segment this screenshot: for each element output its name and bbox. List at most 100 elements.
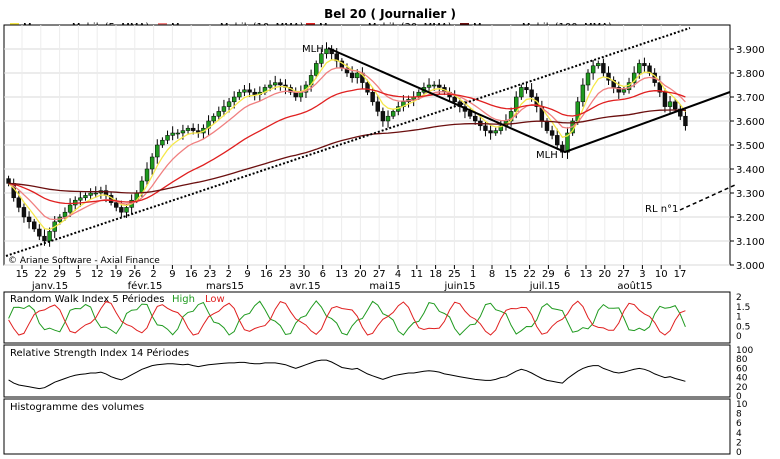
candle-body [314,63,319,76]
candle-body [6,178,11,184]
candle-body [585,72,591,86]
candle-body [431,84,437,87]
volume-tick-label: 0 [736,448,742,455]
month-label: juin15 [444,281,476,292]
candle-body [642,63,647,67]
rwi-tick-label: 1.5 [736,303,750,313]
volume-tick-label: 2 [736,438,742,448]
mlh-channel-line [327,47,731,154]
date-tick-label: 2 [150,269,156,280]
rsi-tick-label: 80 [736,355,748,365]
date-tick-label: 20 [354,269,367,280]
candle-body [21,207,27,218]
candle-body [544,120,550,131]
candle-body [221,106,227,112]
price-axis: 3.900 3.800 3.700 3.600 3.500 3.400 3.300 3.200… [730,45,765,272]
candle-body [273,82,278,86]
candle-body [678,108,683,117]
volume-panel [3,398,731,455]
candle-body [211,115,216,122]
price-tick-label: 3.100 [736,237,765,248]
candle-body [683,115,688,127]
candle-body [390,111,396,117]
rwi-low-label: Low [205,294,225,305]
date-tick-label: 16 [185,269,198,280]
candle-body [365,82,370,93]
candle-body [580,84,586,103]
candle-body [155,144,160,158]
candle-body [16,197,22,208]
date-tick-label: 9 [244,269,250,280]
candle-body [498,125,504,131]
candle-body [114,202,119,208]
candle-body [355,72,360,79]
date-tick-label: 6 [564,269,570,280]
date-tick-label: 15 [16,269,29,280]
candle-body [667,101,673,107]
candle-body [319,53,324,64]
ma-30-line [8,88,686,205]
candle-body [278,82,283,86]
month-label: mai15 [369,281,400,292]
candle-body [88,192,93,196]
candle-body [185,127,191,131]
ma-5-line [8,59,686,231]
candle-body [385,115,391,122]
candle-body [380,111,386,122]
price-tick-label: 3.600 [736,117,765,128]
candle-body [226,101,232,107]
candle-body [375,101,380,112]
candle-body [83,195,88,199]
candle-body [62,211,68,218]
rwi-tick-label: 2 [736,293,742,303]
rwi-axis: 21.510.50 [736,293,750,342]
candle-body [334,53,339,62]
candle-body [190,127,196,131]
annotation-label: MLH [302,44,324,55]
rsi-tick-label: 0 [736,392,742,402]
dotted-trend-line [5,27,691,257]
date-tick-label: 29 [542,269,555,280]
date-tick-label: 20 [598,269,611,280]
candle-body [242,89,247,93]
date-tick-label: 15 [504,269,517,280]
month-label: mars15 [206,281,244,292]
rsi-tick-label: 100 [736,346,753,356]
date-tick-label: 10 [655,269,668,280]
volume-title: Histogramme des volumes [10,402,144,413]
rwi-high-line [8,300,686,336]
date-tick-label: 19 [110,269,123,280]
candle-body [231,96,237,103]
candle-body [93,192,98,195]
rsi-title: Relative Strength Index 14 Périodes [10,347,189,359]
date-tick-label: 9 [169,269,175,280]
candle-body [621,89,627,93]
candle-body [344,67,350,74]
month-label: août15 [617,280,652,292]
ma-10-line [8,67,686,221]
date-tick-label: 13 [335,269,348,280]
date-tick-label: 16 [260,269,273,280]
candle-body [493,130,498,134]
candle-body [560,144,565,153]
candle-body [180,130,186,134]
chart-title: Bel 20 ( Journalier ) [324,7,456,21]
date-tick-label: 30 [298,269,311,280]
date-tick-label: 17 [674,269,687,280]
candle-body [252,91,257,95]
month-label: janv.15 [31,281,68,292]
date-tick-label: 18 [429,269,442,280]
rwi-tick-label: 0 [736,332,742,342]
candle-body [47,231,52,242]
date-tick-label: 12 [91,269,104,280]
date-tick-label: 27 [617,269,630,280]
candle-body [119,207,124,213]
candle-body [483,125,488,131]
month-label: juil.15 [529,281,561,292]
candle-body [67,204,73,213]
candle-body [601,63,606,74]
